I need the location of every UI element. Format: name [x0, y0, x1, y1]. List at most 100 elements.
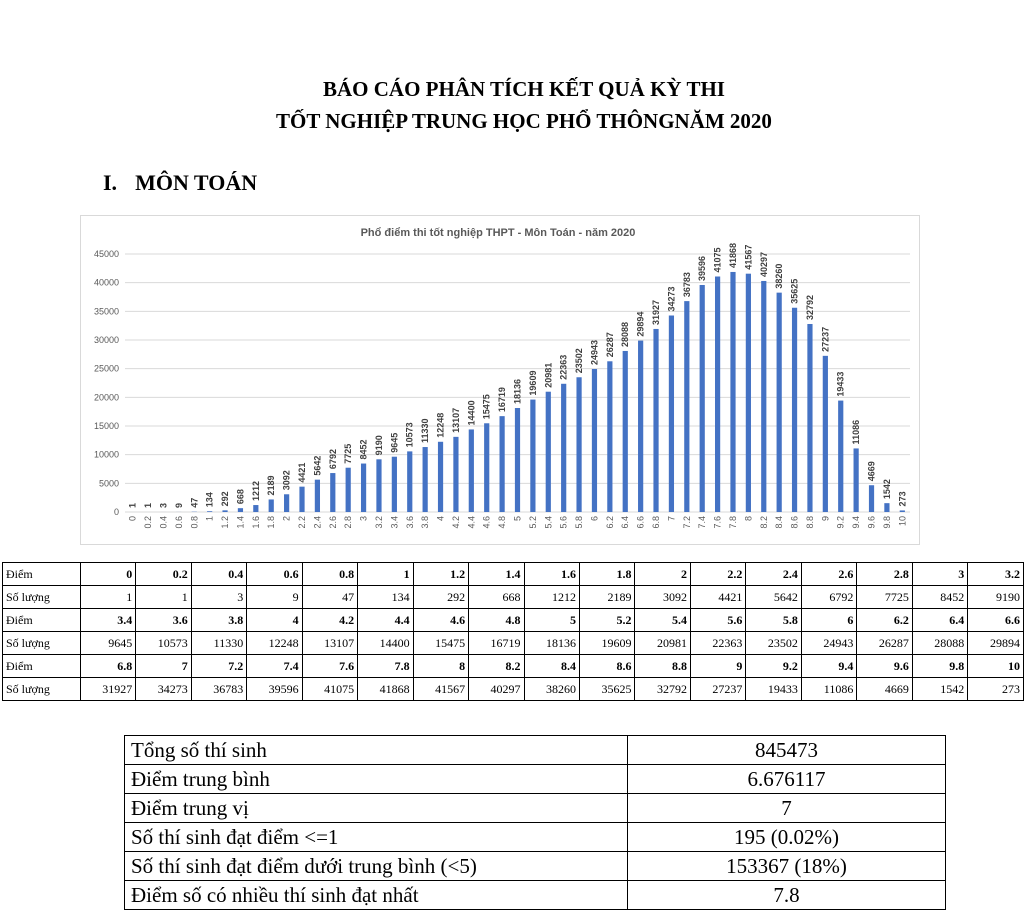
cell: 2 [634, 562, 691, 586]
x-tick-label: 8 [743, 516, 753, 521]
cell: 11330 [190, 631, 248, 655]
data-label: 9190 [374, 435, 384, 455]
data-label: 4421 [297, 463, 307, 483]
data-label: 3092 [282, 470, 292, 490]
data-label: 41868 [728, 243, 738, 268]
data-label: 8452 [359, 440, 369, 460]
cell: 3 [911, 562, 969, 586]
cell: 9.4 [800, 654, 858, 678]
data-label: 35625 [790, 279, 800, 304]
y-tick-label: 35000 [94, 306, 119, 316]
table-row: Điểm 0 0.2 0.4 0.6 0.8 1 1.2 1.4 1.6 1.8 2 2.2 2.4 2.6… [2, 562, 1024, 586]
cell: 28088 [911, 631, 969, 655]
row-label: Điểm [2, 654, 81, 678]
data-label: 9 [174, 503, 184, 508]
x-tick-label: 2.6 [328, 516, 338, 529]
x-tick-label: 8.2 [759, 516, 769, 529]
summary-value: 153367 (18%) [627, 851, 946, 881]
bar [561, 383, 567, 512]
data-label: 6792 [328, 449, 338, 469]
bar [237, 508, 244, 512]
data-label: 16719 [497, 387, 507, 412]
bar [360, 463, 367, 512]
x-tick-label: 1.2 [220, 516, 230, 529]
cell: 29894 [967, 631, 1024, 655]
x-tick-label: 2.2 [297, 516, 307, 529]
cell: 0.2 [135, 562, 192, 586]
x-tick-label: 4.4 [466, 516, 476, 529]
bar [822, 355, 828, 512]
data-label: 47 [189, 498, 199, 508]
section-heading: I. MÔN TOÁN [103, 170, 275, 196]
bar [668, 315, 675, 512]
summary-value: 6.676117 [627, 764, 946, 794]
summary-label: Tổng số thí sinh [124, 735, 628, 765]
cell: 6792 [800, 585, 858, 609]
cell: 5.8 [745, 608, 802, 632]
cell: 16719 [468, 631, 525, 655]
table-row: Điểm 3.4 3.6 3.8 4 4.2 4.4 4.6 4.8 5 5.2 5.4 5.6 5.8 6… [2, 608, 1024, 632]
data-label: 1542 [882, 479, 892, 499]
data-label: 7725 [343, 444, 353, 464]
summary-row: Điểm số có nhiều thí sinh đạt nhất 7.8 [124, 880, 946, 910]
data-label: 134 [205, 492, 215, 507]
cell: 22363 [689, 631, 747, 655]
cell: 8.4 [523, 654, 581, 678]
cell: 8.8 [634, 654, 691, 678]
x-tick-label: 6 [589, 516, 599, 521]
cell: 9.6 [856, 654, 913, 678]
bar [514, 408, 521, 512]
data-label: 39596 [697, 256, 707, 281]
x-tick-label: 5.8 [574, 516, 584, 529]
row-label: Điểm [2, 608, 81, 632]
cell: 41868 [357, 677, 414, 701]
bar [253, 505, 259, 512]
bar [899, 510, 905, 512]
chart-title: Phổ điểm thi tốt nghiệp THPT - Môn Toán … [361, 227, 636, 239]
cell: 4.6 [412, 608, 470, 632]
bar [376, 459, 382, 512]
x-tick-label: 5 [513, 516, 523, 521]
y-tick-label: 5000 [99, 478, 119, 488]
cell: 2.8 [856, 562, 913, 586]
bar [684, 301, 690, 512]
x-tick-label: 6.4 [620, 516, 630, 529]
x-tick-label: 8.4 [774, 516, 784, 529]
data-label: 26287 [605, 332, 615, 357]
x-tick-label: 3.6 [405, 516, 415, 529]
row-label: Số lượng [2, 631, 81, 655]
cell: 1 [135, 585, 192, 609]
cell: 1 [79, 585, 137, 609]
bar [638, 340, 644, 512]
bar [791, 307, 798, 512]
y-tick-label: 25000 [94, 364, 119, 374]
cell: 32792 [634, 677, 691, 701]
report-title: BÁO CÁO PHÂN TÍCH KẾT QUẢ KỲ THI [323, 77, 725, 101]
data-label: 40297 [759, 252, 769, 277]
data-label: 4669 [867, 461, 877, 481]
bar [484, 423, 490, 512]
cell: 1.4 [468, 562, 525, 586]
cell: 7.2 [190, 654, 248, 678]
cell: 40297 [468, 677, 525, 701]
summary-value: 7.8 [627, 880, 946, 910]
x-tick-label: 9.2 [836, 516, 846, 529]
cell: 31927 [79, 677, 137, 701]
bar [530, 399, 536, 512]
row-label: Số lượng [2, 677, 81, 701]
cell: 6.4 [911, 608, 969, 632]
cell: 7 [135, 654, 192, 678]
bar [453, 436, 459, 512]
bar [761, 280, 767, 512]
x-tick-label: 1 [205, 516, 215, 521]
x-tick-label: 10 [897, 516, 907, 526]
table-row: Số lượng 1 1 3 9 47 134 292 668 1212 2189 3092 4421 5… [2, 585, 1024, 609]
cell: 6.8 [79, 654, 137, 678]
summary-label: Điểm trung vị [124, 793, 628, 823]
bar [884, 503, 890, 512]
x-tick-label: 3.8 [420, 516, 430, 529]
x-tick-label: 2.8 [343, 516, 353, 529]
cell: 1212 [523, 585, 581, 609]
x-tick-label: 9.8 [882, 516, 892, 529]
cell: 35625 [579, 677, 636, 701]
